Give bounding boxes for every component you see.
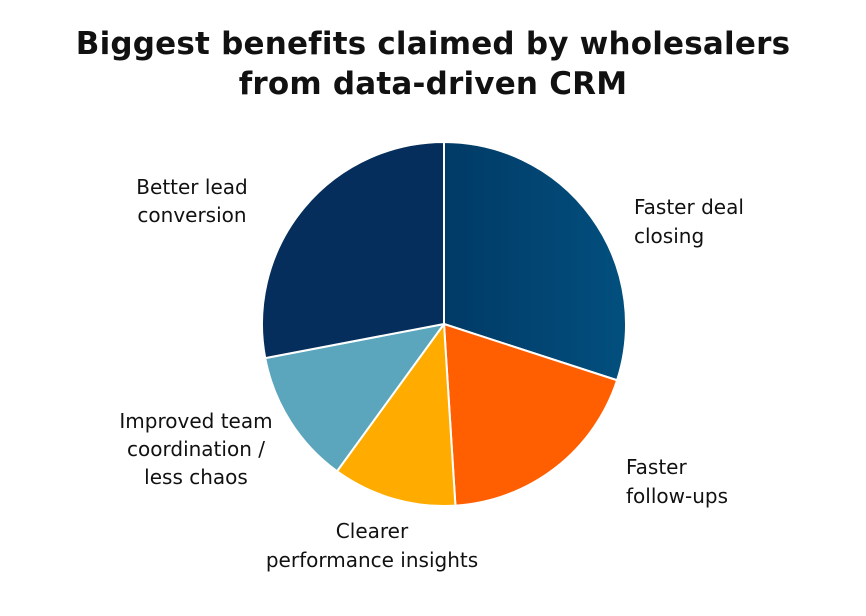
slice-label-4-line-3: less chaos	[144, 465, 248, 489]
slice-label-1-line-1: Faster deal	[634, 195, 744, 219]
slice-label-2: Faster follow-ups	[626, 455, 728, 508]
slice-label-4-line-1: Improved team	[119, 409, 272, 433]
slice-label-2-line-1: Faster	[626, 455, 687, 479]
slices-layer	[261, 141, 627, 507]
slice-label-5-line-1: Better lead	[136, 175, 247, 199]
slice-label-4: Improved team coordination / less chaos	[119, 409, 272, 489]
chart-title: Biggest benefits claimed by wholesalers …	[0, 24, 866, 104]
pie-slice-4	[264, 323, 445, 473]
slice-label-3-line-2: performance insights	[266, 548, 478, 572]
labels-layer: Faster deal closing Faster follow-ups Cleare…	[119, 175, 743, 572]
slice-label-5-line-2: conversion	[137, 203, 246, 227]
pie-slice-1	[443, 141, 627, 382]
chart-title-line-2: from data-driven CRM	[238, 66, 628, 102]
pie-slice-2	[443, 323, 619, 507]
slice-label-5: Better lead conversion	[136, 175, 247, 227]
slice-label-3-line-1: Clearer	[336, 519, 409, 543]
slice-label-4-line-2: coordination /	[127, 437, 265, 461]
chart-title-line-1: Biggest benefits claimed by wholesalers	[75, 26, 791, 62]
pie-slice-5	[261, 141, 445, 360]
slice-label-3: Clearer performance insights	[266, 519, 478, 572]
slice-label-1-line-2: closing	[634, 224, 704, 248]
slice-label-2-line-2: follow-ups	[626, 484, 728, 508]
pie-slice-3	[336, 323, 457, 507]
slice-label-1: Faster deal closing	[634, 195, 744, 248]
